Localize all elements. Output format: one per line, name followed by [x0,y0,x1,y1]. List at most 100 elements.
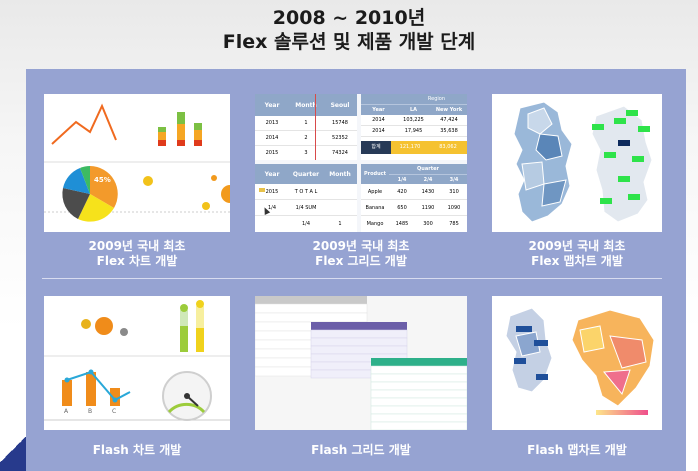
grid-3-header: Quarter [292,170,320,178]
grid-3-header: Year [264,170,280,178]
flash-grid-illustration [255,296,467,430]
cell: T O T A L [294,188,318,195]
page-title: 2008 ~ 2010년 Flex 솔루션 및 제품 개발 단계 [0,6,698,54]
flash-map-caption: Flash 맵차트 개발 [472,443,682,458]
cell: 2015 [265,188,279,195]
grid-4-header: Product [363,171,387,177]
table-row: 2014 2 52352 [255,131,357,146]
cell: 15748 [332,120,348,126]
cell: 1/4 [301,220,311,227]
cell: 2013 [265,120,279,126]
cell: 17,945 [404,128,423,134]
table-row: 2014 17,945 35,638 [361,126,467,137]
folder-icon [259,188,265,192]
bar-label: A [64,408,69,415]
cell: Apple [367,188,383,195]
grid-4-header: 3/4 [449,177,459,183]
flex-chart-caption-line1: 2009년 국내 최초 [88,239,186,253]
flex-map-caption: 2009년 국내 최초 Flex 맵차트 개발 [472,239,682,269]
grid-3-header: Month [329,170,351,178]
flash-grid-caption: Flash 그리드 개발 [256,443,466,458]
cell: 1 [304,120,308,126]
grid-3: Year Quarter Month 2015 T O T A L 1/4 1/… [255,164,357,232]
flex-grid-caption-line1: 2009년 국내 최초 [312,239,410,253]
cell: 2014 [372,117,385,123]
cell: 1090 [447,204,461,211]
grid-4-header: 1/4 [397,177,407,183]
cell: Banana [365,204,385,211]
flash-chart-thumbnail[interactable]: A B C [44,296,230,430]
table-row: 1/4 1/4 SUM [255,200,357,216]
flex-chart-illustration [44,103,230,222]
grid-2-region-header: Region [361,94,467,104]
flex-chart-caption-line2: Flex 차트 개발 [96,254,178,268]
cell: 2 [304,135,308,141]
flex-map-thumbnail[interactable] [492,94,662,232]
flex-grid-caption: 2009년 국내 최초 Flex 그리드 개발 [256,239,466,269]
cell: 785 [449,220,459,227]
pie-percent-label: 45% [94,176,111,184]
corner-decoration [0,428,26,471]
cell: 83,062 [439,144,457,150]
cell: 합계 [361,141,391,154]
cell: 300 [423,220,433,227]
flex-grid-caption-line2: Flex 그리드 개발 [315,254,407,268]
flex-grid-thumbnail[interactable]: Year Month Seoul 2013 1 15748 2014 2 523… [255,94,467,232]
korea-map-illustration [513,101,653,223]
grid-2-header: LA [409,107,418,113]
grid-1-header: Year [264,101,280,109]
grid-4-quarter-header: Quarter [417,166,439,172]
grid-1-header: Seoul [330,101,350,109]
grid-2-header: Year [372,107,385,113]
title-line-1: 2008 ~ 2010년 [272,7,426,29]
table-row: 2015 T O T A L [255,184,357,200]
cell: 420 [397,188,407,195]
flex-chart-caption: 2009년 국내 최초 Flex 차트 개발 [32,239,242,269]
title-line-2: Flex 솔루션 및 제품 개발 단계 [222,31,476,53]
flash-grid-thumbnail[interactable] [255,296,467,430]
flash-chart-caption: Flash 차트 개발 [32,443,242,458]
cell: 121,170 [399,144,421,150]
cell: Mango [366,220,384,227]
cell: 1190 [421,204,435,211]
cell: 35,638 [440,128,458,134]
grid-2-header: New York [435,107,463,113]
bar-label: B [88,408,93,415]
flash-chart-illustration [44,300,230,421]
cell: 52352 [332,135,348,141]
total-row: 합계 121,170 83,062 [361,141,467,154]
section-divider [42,278,662,279]
cell: 2015 [265,150,279,156]
table-row: Apple 420 1430 310 [361,184,467,200]
cell: 3 [304,150,308,156]
cell: 2014 [265,135,279,141]
resize-cursor-line [315,94,316,160]
grid-4-header: 2/4 [423,177,433,183]
flash-map-caption-line1: Flash 맵차트 개발 [527,443,627,457]
cell: 1/4 SUM [295,204,317,211]
bar-label: C [112,408,117,415]
cell: 103,225 [403,117,424,123]
cell: 47,424 [440,117,458,123]
flash-chart-caption-line1: Flash 차트 개발 [92,443,182,457]
cell: 2014 [372,128,385,134]
cell: 1485 [395,220,409,227]
cell: 1430 [421,188,435,195]
flash-map-illustration [505,307,655,415]
cell: 650 [397,204,407,211]
grid-1: Year Month Seoul 2013 1 15748 2014 2 523… [255,94,357,160]
cell: 74324 [332,150,348,156]
table-row: Banana 650 1190 1090 [361,200,467,216]
table-row: 2015 3 74324 [255,146,357,160]
table-row: Mango 1485 300 785 [361,216,467,231]
flex-chart-thumbnail[interactable]: 45% [44,94,230,232]
table-row: 1/4 1 [255,216,357,231]
grid-1-header: Month [295,101,317,109]
table-row: 2013 1 15748 [255,116,357,131]
flex-map-caption-line1: 2009년 국내 최초 [528,239,626,253]
table-row: 2014 103,225 47,424 [361,115,467,126]
grid-2: Region Year LA New York 2014 103,225 47,… [361,94,467,160]
cell: 1/4 [267,204,277,211]
grid-4: Product Quarter 1/4 2/4 3/4 Apple 420 14… [361,164,467,232]
flash-map-thumbnail[interactable] [492,296,662,430]
